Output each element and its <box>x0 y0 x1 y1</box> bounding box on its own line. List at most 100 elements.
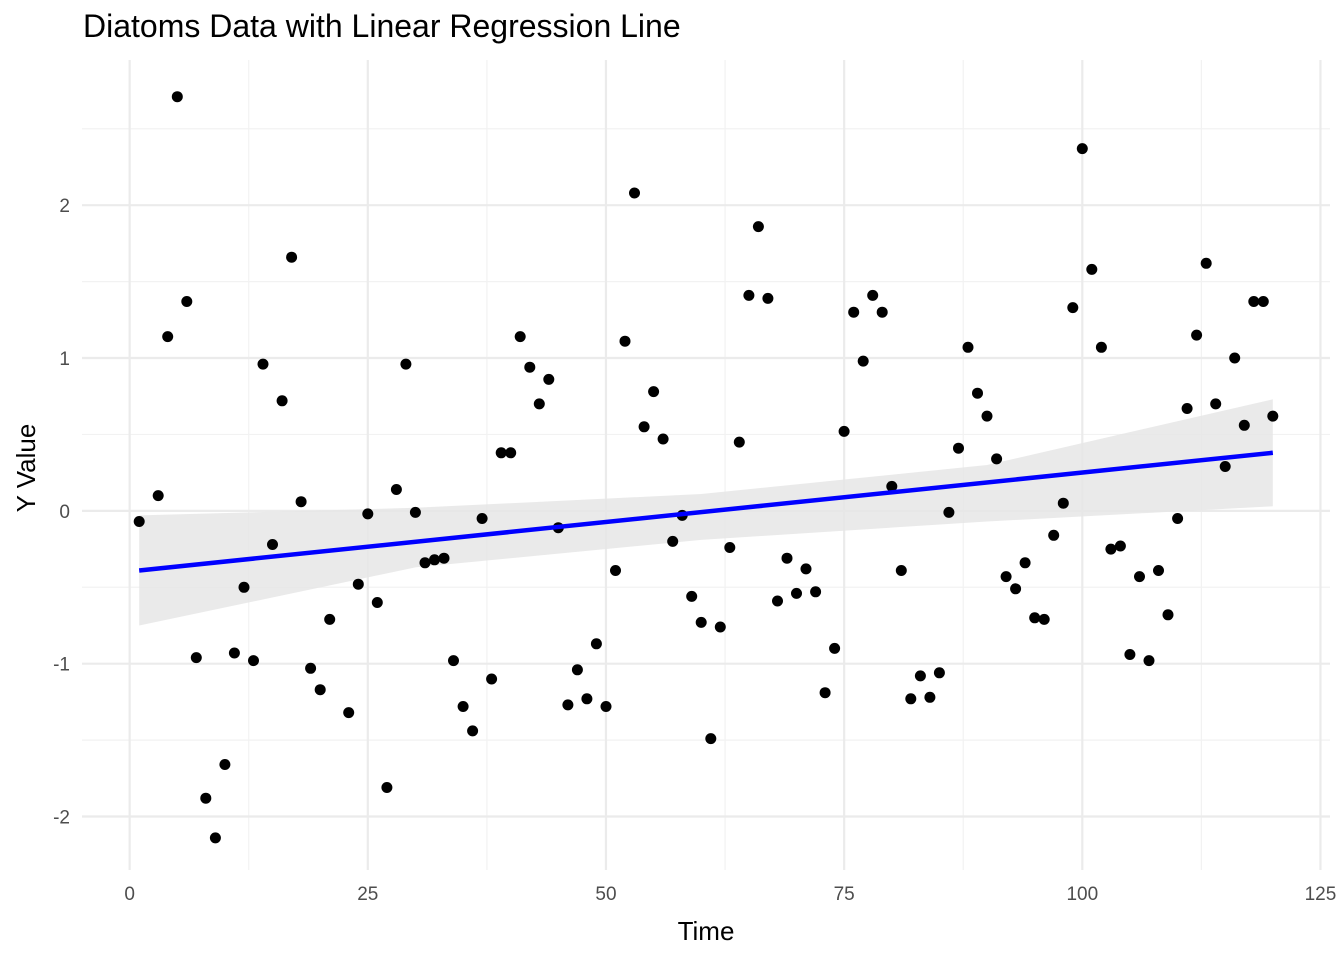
data-point <box>248 655 259 667</box>
data-point <box>209 832 221 844</box>
y-tick-labels: -2 -1 0 1 2 <box>53 196 70 828</box>
data-point <box>200 792 212 804</box>
data-point <box>1105 543 1117 555</box>
data-point <box>838 425 850 437</box>
points-layer <box>133 91 1279 844</box>
data-point <box>1134 571 1145 583</box>
data-point <box>590 638 602 650</box>
data-point <box>638 421 650 433</box>
data-point <box>190 652 202 664</box>
y-tick-label: 0 <box>59 502 70 523</box>
data-point <box>733 436 745 448</box>
data-point <box>219 759 231 770</box>
data-point <box>181 296 193 307</box>
data-point <box>791 587 802 599</box>
data-point <box>886 480 898 492</box>
data-point <box>295 496 307 508</box>
data-point <box>914 670 926 682</box>
data-point <box>476 513 488 524</box>
data-point <box>1048 529 1060 541</box>
data-point <box>772 595 783 607</box>
data-point <box>953 442 964 454</box>
y-tick-label: 1 <box>59 349 70 370</box>
data-point <box>867 289 879 301</box>
data-point <box>238 581 250 593</box>
data-point <box>1200 257 1212 269</box>
data-point <box>305 662 317 674</box>
data-point <box>543 373 555 385</box>
data-point <box>743 289 755 301</box>
data-point <box>981 410 993 422</box>
data-point <box>933 667 945 679</box>
data-point <box>286 251 298 263</box>
data-point <box>1248 296 1260 307</box>
data-point <box>467 725 479 737</box>
x-tick-label: 75 <box>834 884 855 905</box>
x-tick-label: 125 <box>1305 884 1337 905</box>
data-point <box>400 358 412 370</box>
data-point <box>810 586 822 598</box>
data-point <box>1114 540 1126 552</box>
data-point <box>448 655 459 667</box>
regression-line <box>138 450 1274 573</box>
data-point <box>514 331 526 343</box>
data-point <box>686 590 698 602</box>
data-point <box>905 693 917 705</box>
data-point <box>848 306 860 318</box>
x-tick-label: 0 <box>124 884 135 905</box>
data-point <box>819 687 831 699</box>
data-point <box>1038 613 1050 625</box>
data-point <box>314 684 326 696</box>
data-point <box>1095 341 1107 353</box>
data-point <box>524 361 536 373</box>
regression-line-layer <box>138 450 1274 573</box>
data-point <box>486 673 498 685</box>
data-point <box>133 516 145 527</box>
data-point <box>438 552 450 564</box>
data-point <box>781 552 793 564</box>
data-point <box>1238 419 1250 431</box>
x-tick-labels: 0 25 50 75 100 125 <box>124 884 1336 905</box>
data-point <box>724 542 736 553</box>
data-point <box>829 642 841 654</box>
data-point <box>562 699 574 711</box>
data-point <box>1229 352 1241 364</box>
data-point <box>1191 329 1203 341</box>
data-point <box>1019 557 1031 569</box>
data-point <box>610 565 621 576</box>
y-tick-label: -2 <box>53 808 70 829</box>
data-point <box>343 707 355 719</box>
x-axis-title: Time <box>678 916 735 946</box>
data-point <box>600 701 612 712</box>
data-point <box>667 535 679 547</box>
y-tick-label: -1 <box>53 655 70 676</box>
data-point <box>171 91 183 103</box>
data-point <box>495 447 507 459</box>
data-point <box>362 508 374 520</box>
data-point <box>419 557 431 569</box>
data-point <box>409 506 421 518</box>
data-point <box>152 490 164 502</box>
data-point <box>991 453 1003 465</box>
data-point <box>648 386 660 398</box>
data-point <box>1010 583 1022 595</box>
data-point <box>1000 571 1012 583</box>
data-point <box>352 578 364 590</box>
data-point <box>228 647 240 659</box>
data-point <box>857 355 869 367</box>
data-point <box>657 433 669 445</box>
data-point <box>619 335 631 347</box>
data-point <box>962 341 974 353</box>
data-point <box>1076 143 1088 155</box>
data-point <box>429 554 440 566</box>
data-point <box>1029 612 1041 624</box>
data-point <box>762 292 774 304</box>
data-point <box>972 387 983 399</box>
data-point <box>324 613 336 625</box>
data-point <box>1057 497 1069 509</box>
x-tick-label: 50 <box>595 884 616 905</box>
data-point <box>943 506 955 518</box>
data-point <box>581 693 593 705</box>
data-point <box>276 395 288 407</box>
